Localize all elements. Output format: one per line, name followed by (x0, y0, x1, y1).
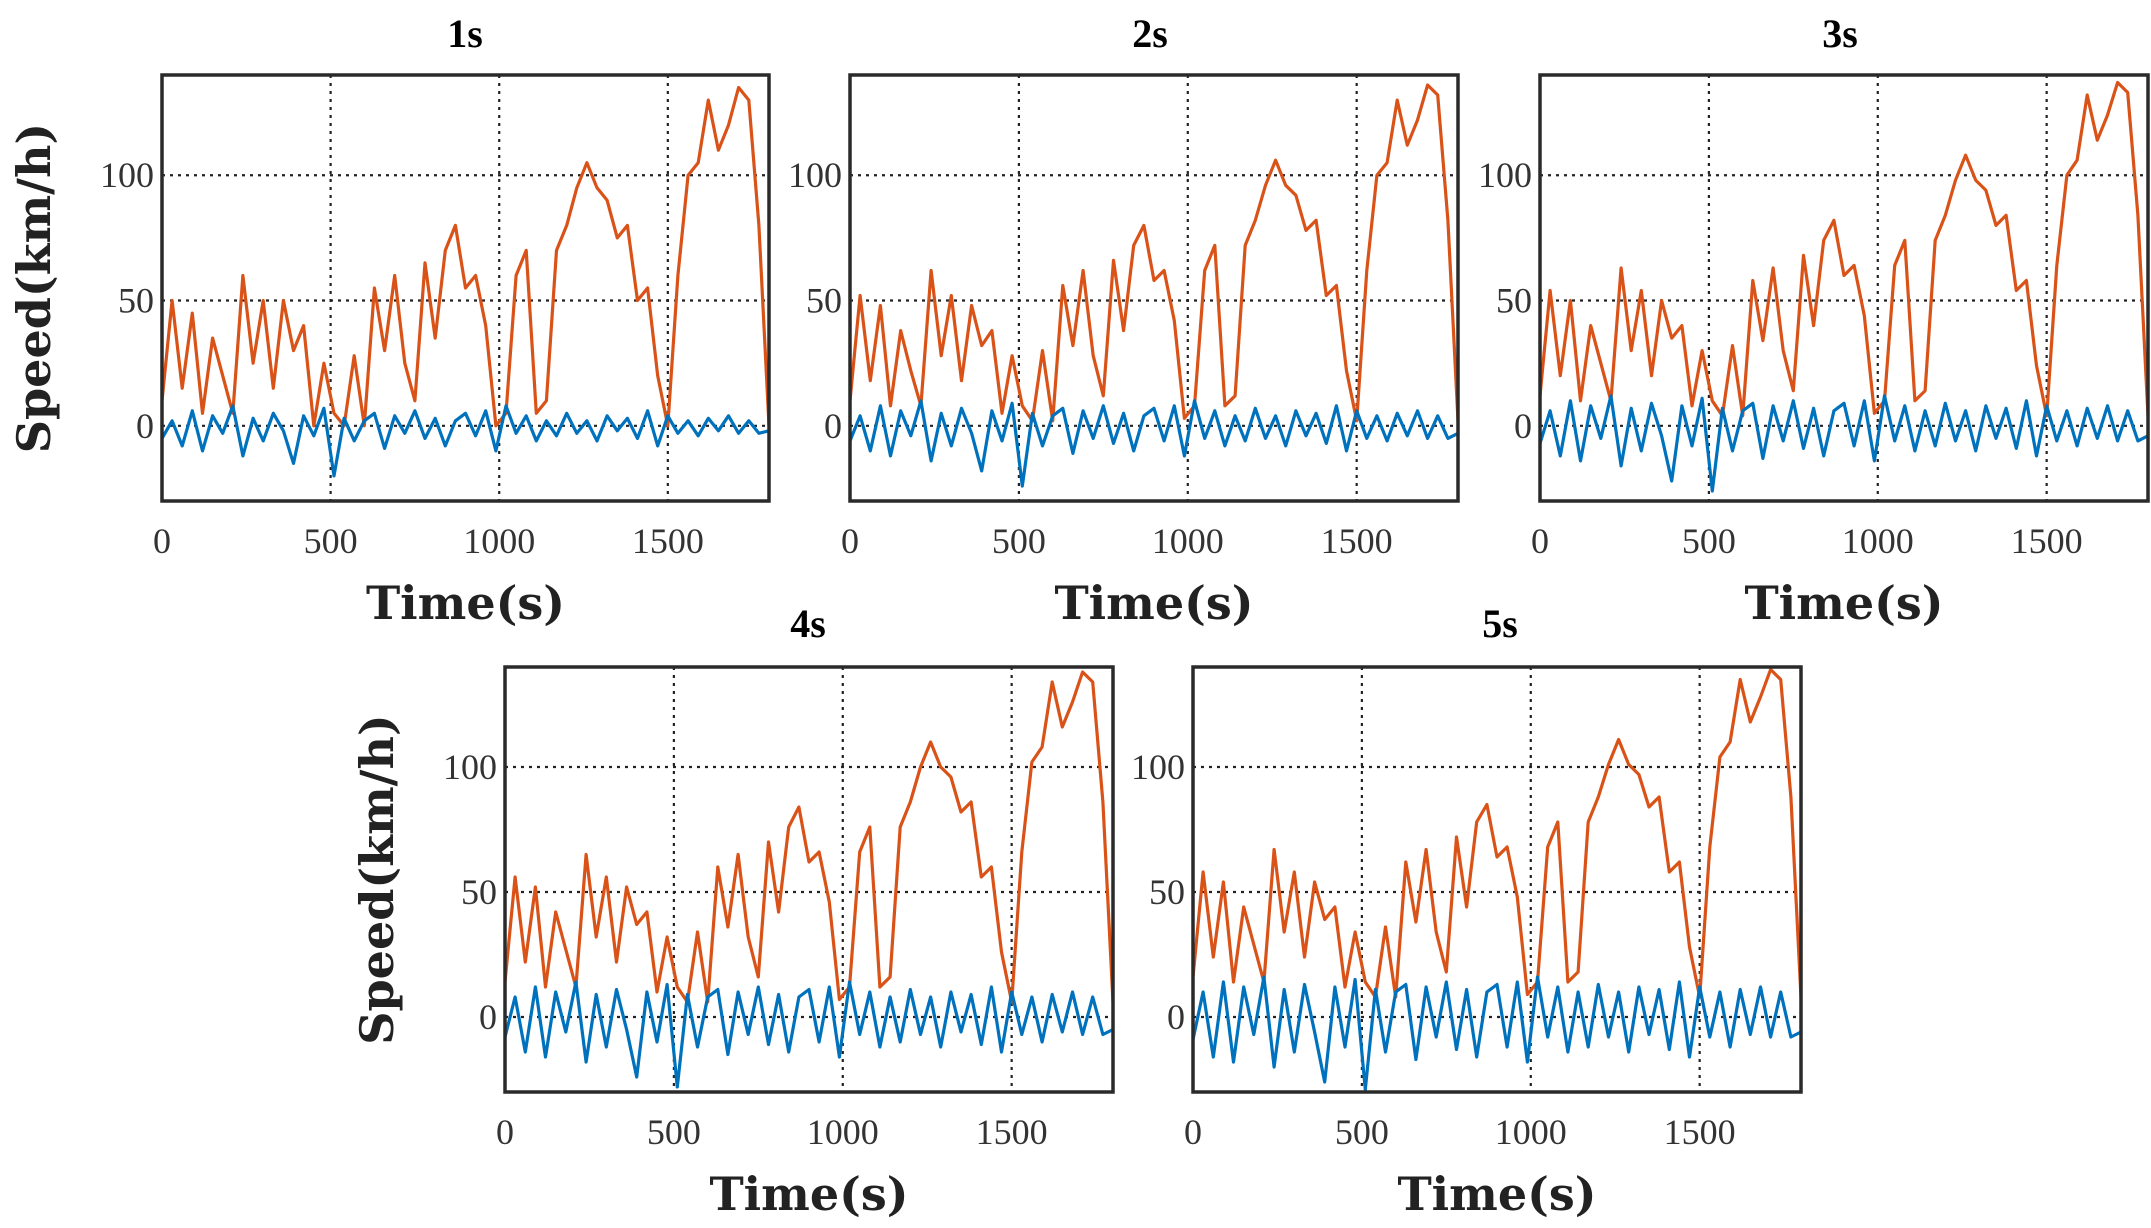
series-line-speed (850, 83, 1458, 423)
x-tick-label: 500 (992, 521, 1046, 561)
y-tick-label: 100 (443, 747, 497, 787)
panel-title: 2s (1132, 11, 1168, 56)
y-axis-label: Speed(km/h) (350, 714, 404, 1044)
x-axis-label: Time(s) (1397, 1167, 1596, 1221)
panel-title: 1s (447, 11, 483, 56)
series-line-residual (850, 399, 1458, 488)
y-tick-label: 0 (1167, 997, 1185, 1037)
x-tick-label: 1500 (2011, 521, 2083, 561)
series-line-residual (1193, 975, 1801, 1092)
plot-frame (160, 73, 771, 503)
y-tick-label: 100 (100, 155, 154, 195)
x-axis-label: Time(s) (1054, 576, 1253, 630)
series-line-residual (505, 980, 1113, 1089)
y-tick-label: 100 (788, 155, 842, 195)
panel-title: 5s (1482, 601, 1518, 646)
panel-title: 3s (1822, 11, 1858, 56)
x-tick-label: 0 (153, 521, 171, 561)
y-tick-label: 0 (1514, 406, 1532, 446)
x-tick-label: 500 (1335, 1112, 1389, 1152)
series-line-residual (1540, 394, 2148, 493)
x-tick-label: 500 (304, 521, 358, 561)
y-tick-label: 50 (1149, 872, 1185, 912)
plot-frame (1191, 665, 1803, 1094)
x-tick-label: 0 (1184, 1112, 1202, 1152)
x-tick-label: 500 (647, 1112, 701, 1152)
x-tick-label: 1500 (632, 521, 704, 561)
plot-frame (848, 73, 1460, 503)
x-axis-label: Time(s) (366, 576, 565, 630)
y-tick-label: 50 (806, 281, 842, 321)
y-tick-label: 0 (479, 997, 497, 1037)
chart-panel-5: 5s 0 500 1000 1500 0 50 100 Time(s) (1131, 601, 1803, 1221)
series-line-residual (162, 404, 769, 478)
chart-panel-1: 1s 0 500 1000 1500 0 50 100 Time(s) Speed(km/h) (7, 11, 771, 630)
y-tick-label: 0 (824, 406, 842, 446)
y-axis-label: Speed(km/h) (7, 123, 61, 453)
x-tick-label: 1500 (1664, 1112, 1736, 1152)
x-tick-label: 0 (841, 521, 859, 561)
series-line-speed (1540, 80, 2148, 418)
x-tick-label: 1000 (807, 1112, 879, 1152)
plot-frame (1538, 73, 2150, 503)
y-tick-label: 100 (1131, 747, 1185, 787)
x-tick-label: 1000 (463, 521, 535, 561)
y-tick-label: 50 (461, 872, 497, 912)
x-axis-label: Time(s) (709, 1167, 908, 1221)
x-tick-label: 500 (1682, 521, 1736, 561)
x-tick-label: 1000 (1495, 1112, 1567, 1152)
chart-panel-3: 3s 0 500 1000 1500 0 50 100 Time(s) (1478, 11, 2150, 630)
series-line-speed (1193, 667, 1801, 999)
x-tick-label: 0 (496, 1112, 514, 1152)
x-tick-label: 1000 (1842, 521, 1914, 561)
series-line-speed (162, 85, 769, 428)
chart-panel-2: 2s 0 500 1000 1500 0 50 100 Time(s) (788, 11, 1460, 630)
chart-panel-4: 4s 0 500 1000 1500 0 50 100 Time(s) Speed(km/h) (350, 601, 1115, 1221)
y-tick-label: 50 (118, 281, 154, 321)
x-tick-label: 0 (1531, 521, 1549, 561)
x-tick-label: 1500 (976, 1112, 1048, 1152)
y-tick-label: 100 (1478, 155, 1532, 195)
x-tick-label: 1500 (1321, 521, 1393, 561)
x-axis-label: Time(s) (1744, 576, 1943, 630)
series-line-speed (505, 670, 1113, 1004)
plot-frame (503, 665, 1115, 1094)
y-tick-label: 50 (1496, 281, 1532, 321)
y-tick-label: 0 (136, 406, 154, 446)
panel-title: 4s (790, 601, 826, 646)
x-tick-label: 1000 (1152, 521, 1224, 561)
